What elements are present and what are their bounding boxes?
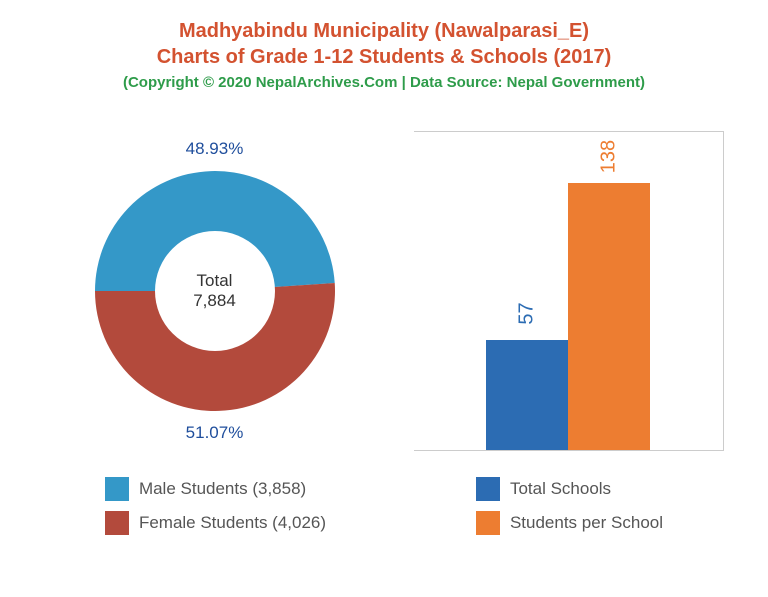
legend-text: Students per School: [510, 513, 663, 533]
legend-text: Male Students (3,858): [139, 479, 306, 499]
donut-female-pct: 51.07%: [186, 423, 244, 443]
legend-swatch: [105, 511, 129, 535]
bar-value-label: 138: [598, 140, 621, 173]
legend-donut: Male Students (3,858) Female Students (4,…: [105, 477, 326, 535]
legend-item: Students per School: [476, 511, 663, 535]
donut-center-value: 7,884: [193, 291, 236, 311]
charts-container: 48.93% Total 7,884 51.07% 57138: [0, 121, 768, 461]
legend-item: Female Students (4,026): [105, 511, 326, 535]
legend-item: Male Students (3,858): [105, 477, 326, 501]
donut-chart: 48.93% Total 7,884 51.07%: [45, 121, 385, 461]
legend-swatch: [476, 511, 500, 535]
bars-wrapper: 57138: [414, 132, 723, 450]
legend-item: Total Schools: [476, 477, 663, 501]
donut-center: Total 7,884: [193, 271, 236, 311]
title-line-2: Charts of Grade 1-12 Students & Schools …: [0, 44, 768, 70]
chart-header: Madhyabindu Municipality (Nawalparasi_E)…: [0, 0, 768, 91]
bar: 57: [486, 340, 568, 450]
legend-bar: Total Schools Students per School: [476, 477, 663, 535]
legend-swatch: [476, 477, 500, 501]
legend-swatch: [105, 477, 129, 501]
donut-male-pct: 48.93%: [186, 139, 244, 159]
bar: 138: [568, 183, 650, 450]
legend-text: Total Schools: [510, 479, 611, 499]
bar-value-label: 57: [516, 302, 539, 324]
donut-center-label: Total: [193, 271, 236, 291]
copyright-line: (Copyright © 2020 NepalArchives.Com | Da…: [0, 74, 768, 91]
legend-text: Female Students (4,026): [139, 513, 326, 533]
bar-chart: 57138: [414, 131, 724, 451]
legends-container: Male Students (3,858) Female Students (4,…: [0, 477, 768, 535]
title-line-1: Madhyabindu Municipality (Nawalparasi_E): [0, 18, 768, 44]
